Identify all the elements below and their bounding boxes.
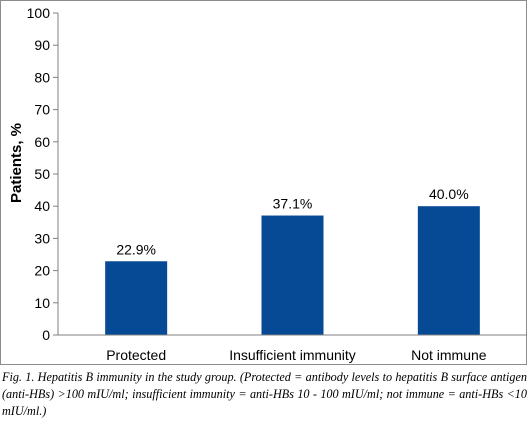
y-tick-label: 30 (34, 230, 50, 246)
x-axis: Protected Insufficient immunity Not immune (58, 334, 527, 363)
bar-chart: 0 10 20 30 40 50 60 70 80 90 100 22.9% 37.1% 40.0% P… (8, 5, 527, 363)
y-axis: 0 10 20 30 40 50 60 70 80 90 100 (27, 5, 59, 343)
y-axis-title: Patients, % (8, 123, 25, 203)
x-tick-label: Protected (106, 347, 166, 363)
bar (105, 261, 168, 335)
data-labels: 22.9% 37.1% 40.0% (116, 186, 468, 257)
x-tick-label: Not immune (411, 347, 487, 363)
y-tick-label: 90 (34, 37, 50, 53)
y-tick-label: 100 (27, 5, 51, 21)
chart-frame: 0 10 20 30 40 50 60 70 80 90 100 22.9% 37.1% 40.0% P… (0, 0, 527, 365)
y-tick-label: 10 (34, 295, 50, 311)
y-tick-label: 20 (34, 263, 50, 279)
data-label: 37.1% (273, 196, 313, 212)
y-tick-label: 50 (34, 166, 50, 182)
y-tick-label: 40 (34, 198, 50, 214)
data-label: 22.9% (116, 241, 156, 257)
data-label: 40.0% (429, 186, 469, 202)
y-tick-label: 0 (42, 327, 50, 343)
figure-caption: Fig. 1. Hepatitis B immunity in the stud… (2, 370, 527, 418)
x-tick-label: Insufficient immunity (229, 347, 356, 363)
y-tick-label: 70 (34, 102, 50, 118)
bar (417, 206, 480, 335)
y-tick-label: 80 (34, 69, 50, 85)
y-tick-label: 60 (34, 134, 50, 150)
bars (105, 206, 480, 335)
bar (261, 215, 324, 335)
